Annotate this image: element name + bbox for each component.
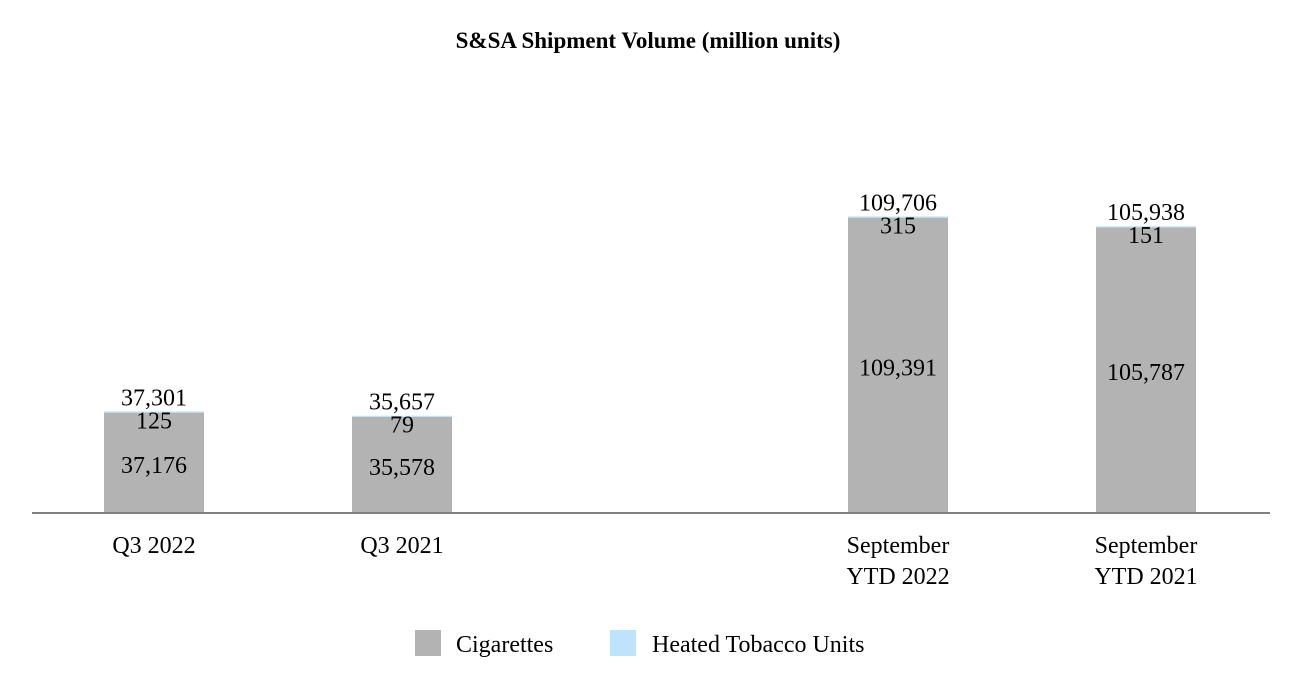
legend-swatch-0 bbox=[415, 630, 441, 656]
legend-label-0: Cigarettes bbox=[456, 632, 553, 658]
bar-cigarettes-0 bbox=[104, 412, 204, 513]
label-cigarettes-3: 105,787 bbox=[1107, 360, 1185, 386]
bar-heated-tobacco-1 bbox=[352, 415, 452, 417]
x-tick-label-2-1: YTD 2022 bbox=[846, 564, 949, 590]
chart-title: S&SA Shipment Volume (million units) bbox=[456, 28, 841, 53]
bar-cigarettes-2 bbox=[848, 217, 948, 514]
x-tick-labels: Q3 2022 Q3 2021 September YTD 2022 September… bbox=[112, 533, 1197, 590]
label-total-0: 37,301 bbox=[121, 385, 187, 411]
label-heated-tobacco-1: 79 bbox=[390, 413, 414, 439]
bar-heated-tobacco-3 bbox=[1096, 226, 1196, 228]
label-heated-tobacco-3: 151 bbox=[1128, 223, 1164, 249]
x-tick-label-0-0: Q3 2022 bbox=[112, 533, 195, 559]
label-cigarettes-1: 35,578 bbox=[369, 455, 435, 481]
label-heated-tobacco-0: 125 bbox=[136, 408, 172, 434]
plot-area: 37,17612537,30135,5787935,657109,3913151… bbox=[104, 190, 1196, 514]
bar-cigarettes-1 bbox=[352, 416, 452, 513]
label-cigarettes-0: 37,176 bbox=[121, 453, 187, 479]
label-total-1: 35,657 bbox=[369, 390, 435, 416]
bar-heated-tobacco-0 bbox=[104, 411, 204, 413]
label-total-2: 109,706 bbox=[859, 190, 937, 216]
bar-cigarettes-3 bbox=[1096, 227, 1196, 513]
x-tick-label-1-0: Q3 2021 bbox=[360, 533, 443, 559]
x-tick-label-3-1: YTD 2021 bbox=[1094, 564, 1197, 590]
legend: Cigarettes Heated Tobacco Units bbox=[415, 630, 864, 658]
label-total-3: 105,938 bbox=[1107, 200, 1185, 226]
legend-label-1: Heated Tobacco Units bbox=[652, 632, 864, 658]
label-heated-tobacco-2: 315 bbox=[880, 213, 916, 239]
x-tick-label-3-0: September bbox=[1095, 533, 1198, 559]
legend-swatch-1 bbox=[610, 630, 636, 656]
x-tick-label-2-0: September bbox=[847, 533, 950, 559]
bar-heated-tobacco-2 bbox=[848, 216, 948, 218]
label-cigarettes-2: 109,391 bbox=[859, 355, 937, 381]
